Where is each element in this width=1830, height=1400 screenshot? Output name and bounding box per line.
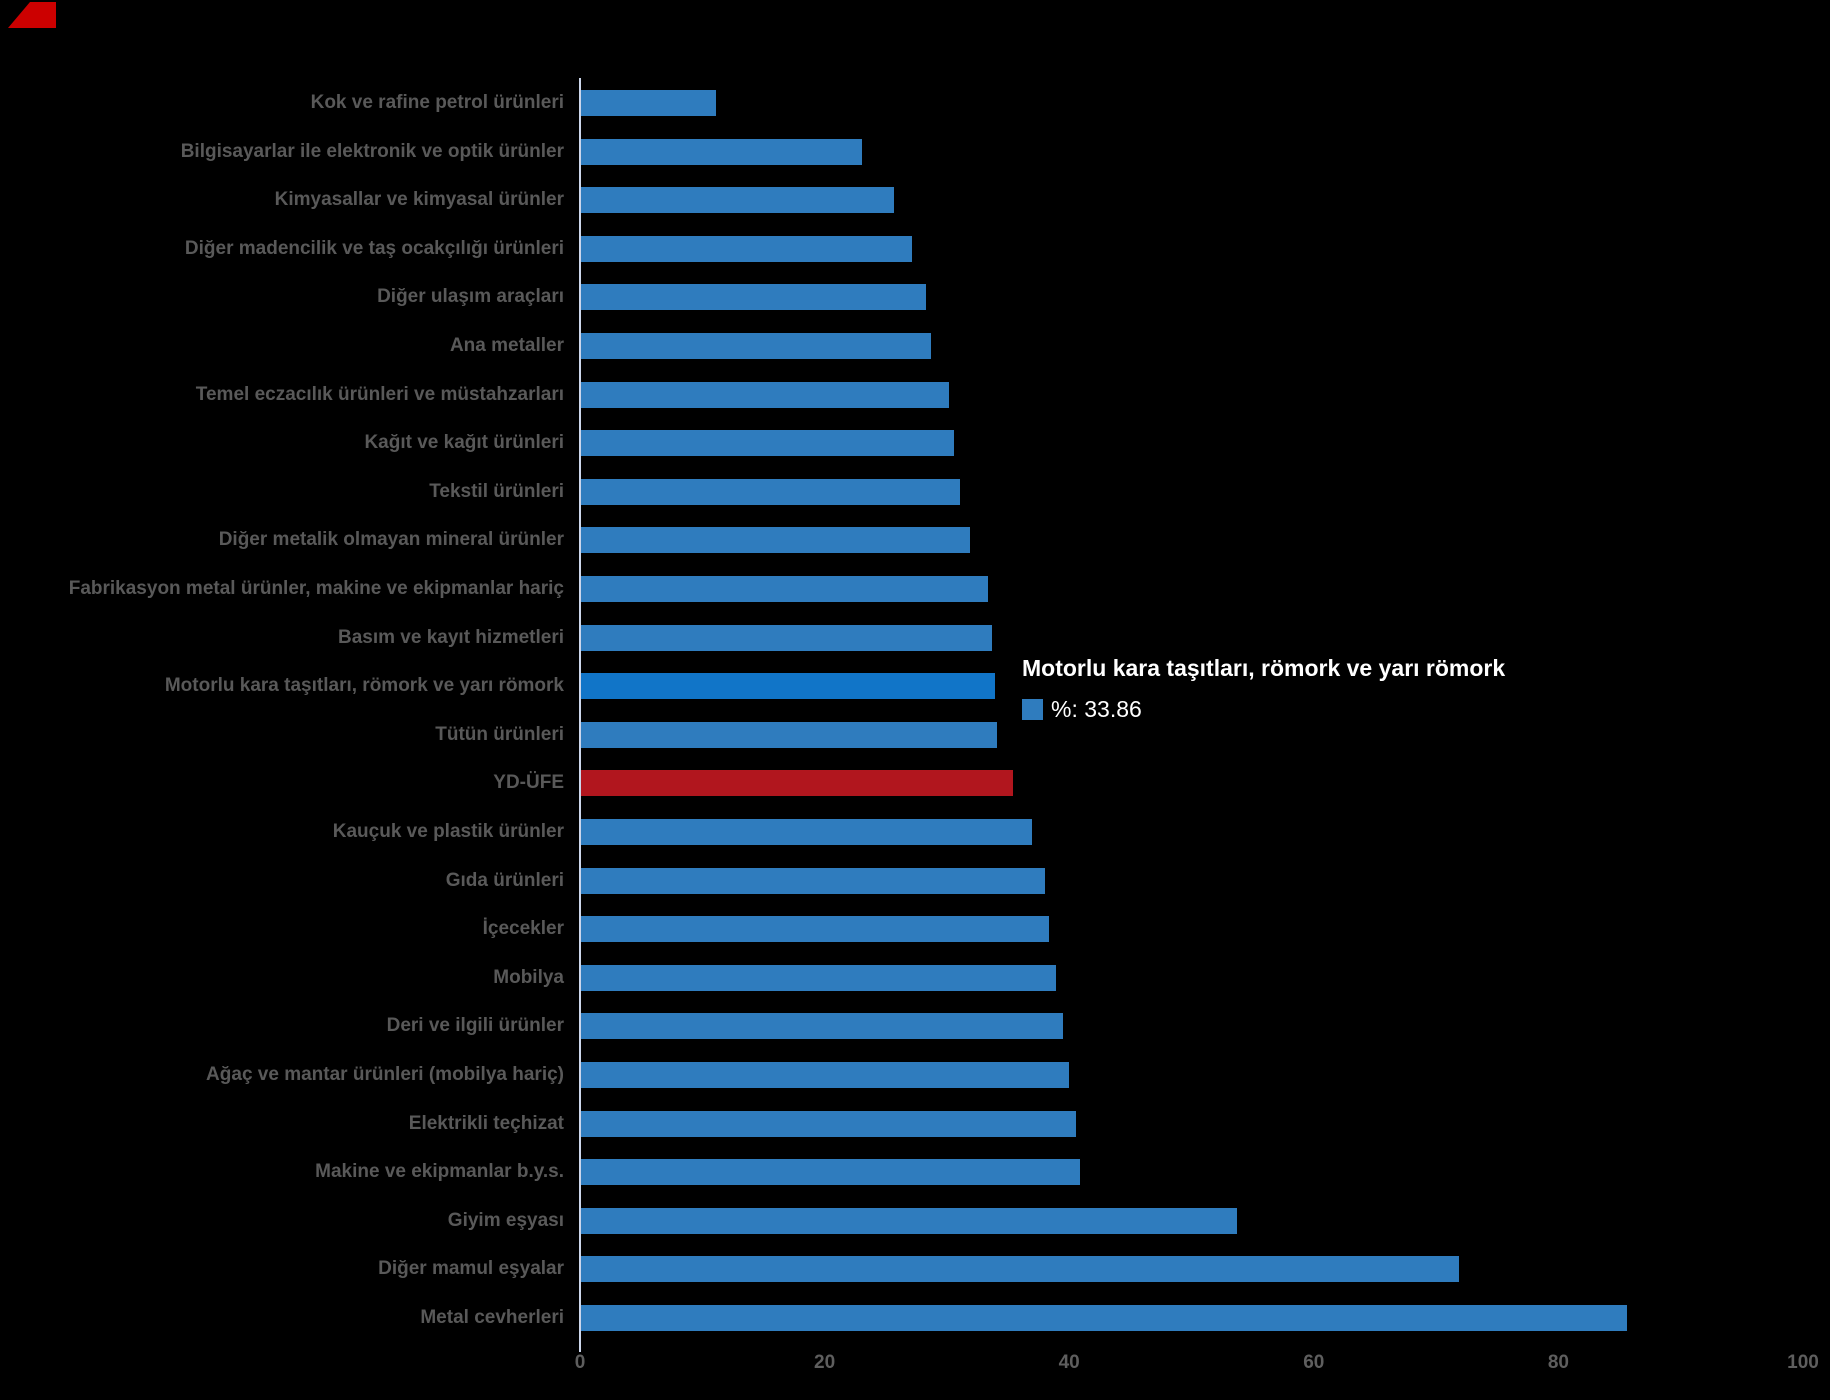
bar[interactable]	[581, 527, 970, 554]
bar[interactable]	[581, 381, 950, 408]
category-label: Gıda ürünleri	[445, 869, 564, 891]
bar[interactable]	[581, 187, 895, 214]
bar[interactable]	[581, 867, 1045, 894]
category-label: Diğer madencilik ve taş ocakçılığı ürünl…	[184, 237, 564, 259]
category-label: Kağıt ve kağıt ürünleri	[364, 432, 564, 454]
y-axis-line	[579, 78, 581, 1352]
bar[interactable]	[581, 284, 926, 311]
bar[interactable]	[581, 478, 961, 505]
bar[interactable]	[581, 624, 992, 651]
category-label: Mobilya	[493, 966, 564, 988]
bar[interactable]	[581, 235, 913, 262]
bar[interactable]	[581, 1159, 1080, 1186]
category-label: Diğer mamul eşyalar	[378, 1258, 564, 1280]
category-label: Tekstil ürünleri	[429, 480, 564, 502]
bar[interactable]	[581, 819, 1033, 845]
x-tick-label: 60	[1303, 1352, 1325, 1373]
tooltip-title: Motorlu kara taşıtları, römork ve yarı r…	[1022, 655, 1506, 681]
red-corner-mark	[8, 2, 56, 28]
x-tick-label: 100	[1787, 1352, 1819, 1373]
bar[interactable]	[581, 721, 997, 748]
category-label: Ağaç ve mantar ürünleri (mobilya hariç)	[206, 1064, 564, 1085]
bar[interactable]	[581, 333, 931, 359]
bar[interactable]	[581, 1062, 1069, 1088]
bar[interactable]	[581, 576, 989, 602]
category-label: Kimyasallar ve kimyasal ürünler	[274, 189, 564, 211]
bar-yd-ufe[interactable]	[581, 770, 1013, 797]
category-label: Tütün ürünleri	[435, 723, 564, 745]
category-label: Kok ve rafine petrol ürünleri	[310, 92, 564, 113]
category-label: Fabrikasyon metal ürünler, makine ve eki…	[68, 578, 564, 599]
x-tick-label: 40	[1058, 1352, 1080, 1373]
x-tick-label: 0	[574, 1352, 586, 1373]
bar[interactable]	[581, 964, 1056, 991]
category-label: Makine ve ekipmanlar b.y.s.	[315, 1161, 564, 1183]
bar[interactable]	[581, 138, 863, 165]
category-label: Ana metaller	[449, 335, 564, 356]
category-label: Bilgisayarlar ile elektronik ve optik ür…	[180, 140, 564, 162]
category-label: Giyim eşyası	[447, 1209, 564, 1231]
tooltip-value: %: 33.86	[1051, 696, 1142, 722]
x-tick-label: 80	[1547, 1352, 1569, 1373]
category-label: Deri ve ilgili ürünler	[386, 1015, 564, 1037]
category-label: Elektrikli teçhizat	[408, 1112, 564, 1134]
category-label: Motorlu kara taşıtları, römork ve yarı r…	[164, 675, 564, 697]
tooltip: Motorlu kara taşıtları, römork ve yarı r…	[1022, 655, 1505, 723]
bar[interactable]	[581, 1110, 1077, 1137]
category-label: Metal cevherleri	[420, 1307, 564, 1328]
category-label: Basım ve kayıt hizmetleri	[338, 626, 564, 648]
category-label: Kauçuk ve plastik ürünler	[332, 821, 564, 842]
bar[interactable]	[581, 1207, 1237, 1234]
x-tick-label: 20	[814, 1352, 836, 1373]
category-label: Diğer ulaşım araçları	[377, 286, 564, 308]
bar[interactable]	[581, 430, 954, 457]
bar-highlighted[interactable]	[581, 673, 996, 700]
bar[interactable]	[581, 1305, 1627, 1331]
category-label: Temel eczacılık ürünleri ve müstahzarlar…	[195, 383, 564, 405]
bar[interactable]	[581, 1013, 1063, 1040]
category-label: YD-ÜFE	[493, 772, 564, 794]
category-label: Diğer metalik olmayan mineral ürünler	[218, 529, 564, 551]
bar[interactable]	[581, 1256, 1460, 1283]
bar[interactable]	[581, 90, 716, 116]
bar[interactable]	[581, 916, 1050, 943]
series-marker-icon	[1022, 699, 1043, 720]
category-label: İçecekler	[482, 918, 564, 940]
